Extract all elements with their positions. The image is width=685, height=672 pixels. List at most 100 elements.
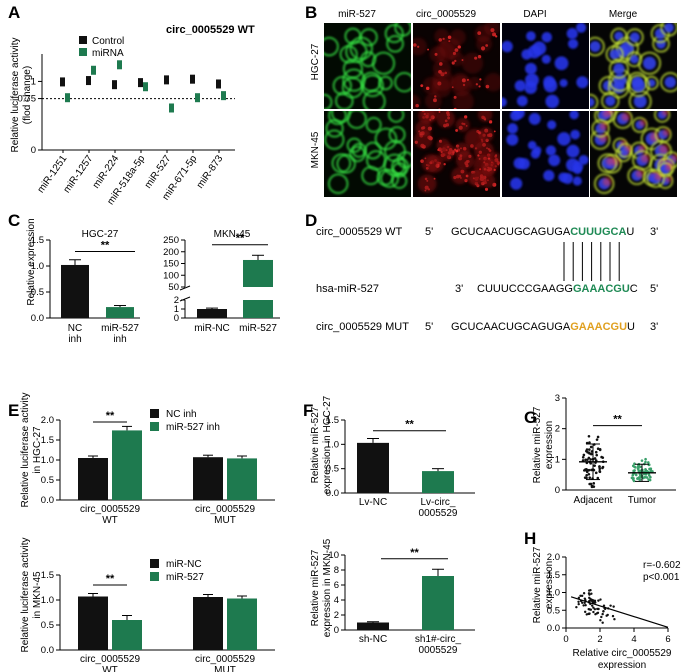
g-point: [598, 448, 602, 451]
g-point: [582, 453, 586, 457]
a-point-control: [86, 76, 91, 86]
panel-b-col-merge: Merge: [609, 9, 638, 20]
c-left-bar: [106, 307, 134, 318]
micro-merge-cell: [612, 111, 633, 130]
h-point: [588, 608, 591, 611]
f-bot-y-tick-label: 10: [328, 550, 339, 561]
h-point: [584, 604, 587, 607]
micro-red-cell: [436, 111, 455, 129]
h-point: [583, 601, 586, 605]
micro-dapi-nucleus: [547, 120, 557, 130]
c-left-y-tick-label: 0.5: [31, 287, 44, 298]
a-point-control: [216, 79, 221, 89]
c-left-category: miR-527: [101, 323, 139, 334]
f-bot-bar: [422, 576, 454, 630]
e-top-legend-1: NC inh: [166, 409, 197, 420]
g-point: [634, 473, 638, 477]
micro-red-dot: [463, 115, 468, 119]
h-point: [587, 592, 591, 595]
g-ylabel-1: Relative miR-527: [532, 406, 543, 483]
f-bot-category: sh1#-circ_: [415, 634, 462, 645]
e-bot-category: circ_0005529: [195, 654, 255, 665]
e-bot-bar: [227, 598, 257, 650]
micro-green-cell: [394, 71, 411, 93]
micro-green-cell: [391, 162, 408, 178]
micro-red-cell: [455, 117, 470, 132]
micro-merge-cell: [608, 58, 630, 79]
micro-green-cell: [324, 129, 345, 150]
micro-dapi-nucleus: [532, 146, 542, 155]
g-point: [588, 482, 591, 486]
panel-a-ylabel-2: (flod change): [22, 66, 33, 124]
micro-green-cell: [328, 111, 347, 125]
g-point: [596, 447, 600, 451]
g-point: [638, 478, 641, 481]
micro-cells: [590, 111, 677, 194]
f-top-category: Lv-circ_: [420, 497, 455, 508]
micro-green-cell: [387, 111, 405, 123]
micro-merge-cell: [605, 45, 624, 64]
e-top-category: circ_0005529: [195, 504, 255, 515]
micro-dapi-nucleus: [566, 144, 580, 158]
c-right-y-tick-label: 150: [163, 259, 179, 270]
micro-dapi-nucleus: [532, 41, 547, 56]
g-point: [648, 467, 651, 471]
g-point: [587, 456, 591, 460]
e-bot-category: circ_0005529: [80, 654, 140, 665]
micro-dapi-nucleus: [543, 170, 555, 182]
a-point-mirna: [143, 82, 148, 92]
micro-merge-red: [662, 128, 670, 137]
micro-red-cell: [449, 29, 466, 46]
g-point: [644, 457, 647, 461]
micro-merge-nucleus: [613, 63, 625, 75]
g-point: [585, 473, 588, 477]
micro-dapi-nucleus: [566, 27, 578, 40]
micro-green-cell: [386, 34, 404, 53]
micro-red-cell: [461, 52, 484, 74]
h-point: [577, 602, 580, 606]
micro-merge-nucleus: [590, 41, 601, 52]
e-bot-legend-1: miR-NC: [166, 559, 202, 570]
g-point: [588, 448, 591, 451]
panel-b-row-hgc27: HGC-27: [310, 43, 321, 80]
g-point: [632, 479, 636, 483]
micro-tile: [590, 111, 677, 197]
g-ylabel-2: expression: [544, 421, 555, 469]
h-xlabel-2: expression: [598, 660, 646, 671]
micro-dapi-nucleus: [521, 49, 532, 60]
panel-label-c: C: [8, 211, 20, 230]
panel-a-chart: circ_0005529 WT Relative luciferase acti…: [10, 24, 255, 153]
g-point: [639, 465, 642, 469]
h-point: [594, 612, 597, 616]
g-point: [598, 469, 601, 473]
g-point: [588, 441, 591, 444]
g-point: [595, 438, 599, 441]
g-sig-label: **: [613, 414, 622, 426]
d-row1-5p: 5': [425, 226, 433, 238]
e-top-y-tick-label: 1.0: [41, 455, 54, 466]
g-point: [587, 434, 591, 438]
a-point-control: [60, 77, 65, 87]
micro-dapi-nucleus: [541, 54, 551, 64]
e-top-category: circ_0005529: [80, 504, 140, 515]
panel-label-a: A: [8, 3, 20, 22]
micro-dapi-nucleus: [570, 129, 580, 140]
h-point: [582, 592, 586, 595]
h-point: [582, 604, 585, 607]
micro-merge-cell: [644, 75, 659, 91]
a-y-tick-label: 1: [31, 76, 36, 87]
e-top-ylabel-1: Relative luciferase activity: [20, 392, 31, 507]
g-point: [588, 476, 592, 480]
micro-merge-cell: [590, 36, 605, 57]
micro-tile: [590, 23, 677, 109]
micro-red-dot: [493, 130, 496, 133]
micro-merge-cell: [660, 23, 677, 37]
micro-red-cell: [415, 120, 432, 137]
c-right-y-tick-label: 100: [163, 270, 179, 281]
micro-merge-nucleus: [642, 56, 657, 70]
micro-merge-red: [661, 111, 669, 117]
micro-dapi-nucleus: [510, 111, 521, 122]
micro-dapi-nucleus: [548, 154, 561, 167]
h-point: [593, 607, 597, 611]
h-y-tick-label: 1.5: [547, 570, 560, 581]
